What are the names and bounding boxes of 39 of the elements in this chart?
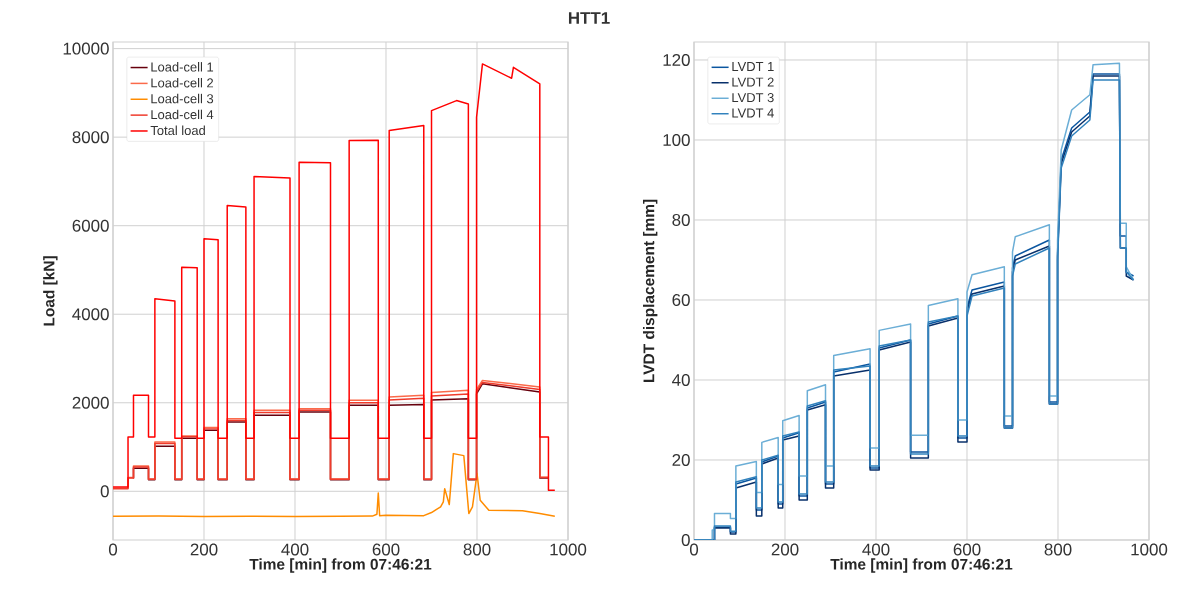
y-tick-label: 80	[672, 213, 690, 226]
legend-label: Load-cell 2	[151, 77, 214, 88]
x-tick-label: 600	[953, 543, 981, 556]
x-tick-label: 800	[463, 543, 491, 556]
y-tick-label: 100	[663, 133, 690, 146]
y-tick-label: 0	[100, 485, 109, 498]
y-tick-label: 8000	[72, 131, 109, 144]
x-tick-label: 400	[281, 543, 309, 556]
legend-label: Load-cell 3	[151, 93, 214, 104]
x-tick-label: 0	[689, 543, 699, 556]
x-tick-label: 1000	[550, 543, 587, 556]
legend-label: LVDT 1	[732, 62, 774, 72]
y-tick-label: 120	[663, 53, 690, 66]
chart-title: HTT1	[568, 12, 610, 24]
legend-label: LVDT 3	[732, 93, 774, 103]
y-axis-title: LVDT displacement [mm]	[642, 199, 658, 383]
y-tick-label: 2000	[72, 396, 109, 409]
legend-label: LVDT 4	[732, 108, 774, 118]
legend-label: Total load	[150, 125, 205, 136]
x-tick-label: 800	[1044, 543, 1072, 556]
x-tick-label: 600	[372, 543, 400, 556]
y-tick-label: 10000	[63, 42, 109, 55]
x-tick-label: 0	[108, 543, 118, 556]
y-tick-label: 20	[672, 453, 690, 466]
y-tick-label: 0	[681, 533, 690, 546]
legend-label: LVDT 2	[732, 77, 774, 87]
x-tick-label: 200	[190, 543, 218, 556]
x-tick-label: 200	[771, 543, 799, 556]
legend-label: Load-cell 1	[151, 62, 214, 72]
y-tick-label: 6000	[72, 219, 109, 232]
y-axis-title: Load [kN]	[43, 256, 58, 326]
y-tick-label: 4000	[72, 308, 109, 321]
x-tick-label: 400	[862, 543, 890, 556]
y-tick-label: 40	[672, 373, 690, 386]
legend-label: Load-cell 4	[151, 109, 214, 120]
x-tick-label: 1000	[1131, 543, 1168, 556]
y-tick-label: 60	[672, 293, 690, 306]
x-axis-title: Time [min] from 07:46:21	[249, 558, 432, 573]
x-axis-title: Time [min] from 07:46:21	[830, 558, 1013, 573]
